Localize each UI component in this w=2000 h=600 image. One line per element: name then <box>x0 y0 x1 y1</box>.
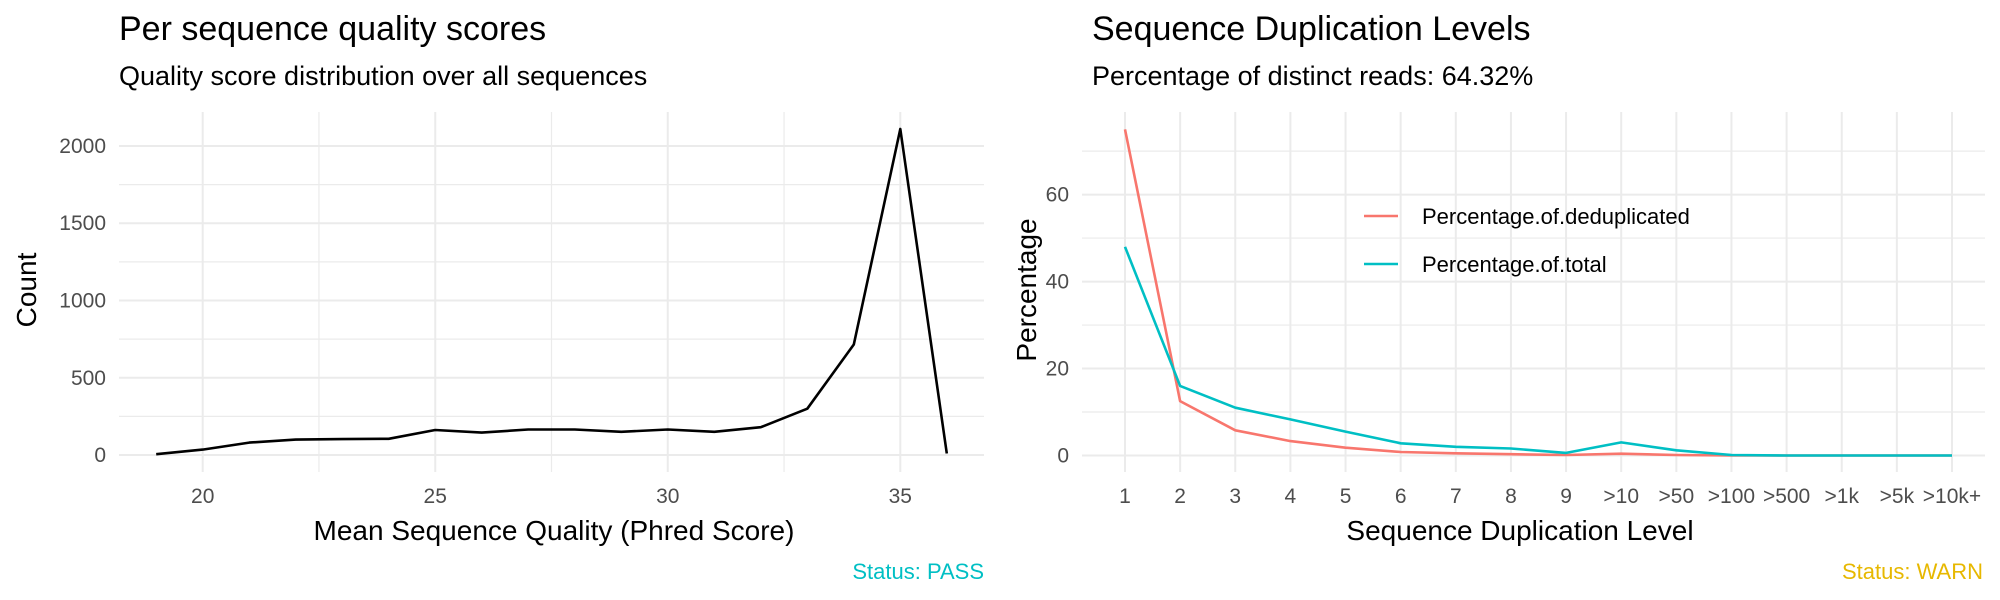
x-tick-label: 5 <box>1340 485 1352 508</box>
y-tick-label: 60 <box>1046 184 1069 207</box>
legend-label: Percentage.of.deduplicated <box>1422 204 1690 229</box>
tick-labels: 20 25 30 35 0 500 1000 1500 2000 <box>59 135 912 508</box>
chart-title: Sequence Duplication Levels <box>1092 10 1531 48</box>
y-tick-label: 0 <box>94 444 106 467</box>
chart-title: Per sequence quality scores <box>119 10 546 48</box>
x-tick-label: 1 <box>1119 485 1131 508</box>
x-tick-label: 7 <box>1450 485 1462 508</box>
plot-grid <box>1082 112 1985 472</box>
quality-scores-panel: Per sequence quality scores Quality scor… <box>11 10 984 584</box>
x-tick-label: >100 <box>1708 485 1755 508</box>
x-tick-label: 20 <box>191 485 214 508</box>
plot-marks <box>1123 129 1952 457</box>
y-tick-label: 20 <box>1046 358 1069 381</box>
tick-labels: 1 2 3 4 5 6 7 8 9 >10 >50 >100 >500 >1k >5k >10k+ 0 20 40 6… <box>1046 184 1982 508</box>
chart-subtitle: Quality score distribution over all sequ… <box>119 61 647 91</box>
x-tick-label: >10 <box>1603 485 1639 508</box>
x-tick-label: 35 <box>889 485 912 508</box>
x-tick-label: >1k <box>1825 485 1860 508</box>
y-axis-title: Percentage <box>1011 218 1042 361</box>
x-tick-label: 9 <box>1560 485 1572 508</box>
status-label: Status: PASS <box>852 559 984 584</box>
y-tick-label: 1000 <box>59 289 106 312</box>
x-tick-label: 6 <box>1395 485 1407 508</box>
series-line-percentage-of-total <box>1123 246 1952 457</box>
plot-marks <box>156 127 949 456</box>
chart-subtitle: Percentage of distinct reads: 64.32% <box>1092 61 1533 91</box>
x-tick-label: 8 <box>1505 485 1517 508</box>
series-line-percentage-of-deduplicated <box>1123 129 1952 457</box>
legend-label: Percentage.of.total <box>1422 252 1607 277</box>
duplication-levels-panel: Sequence Duplication Levels Percentage o… <box>1011 10 1985 584</box>
x-axis-title: Mean Sequence Quality (Phred Score) <box>314 515 795 546</box>
x-tick-label: 3 <box>1229 485 1241 508</box>
x-tick-label: >500 <box>1763 485 1810 508</box>
y-tick-label: 40 <box>1046 271 1069 294</box>
x-tick-label: >10k+ <box>1923 485 1981 508</box>
count-series-line <box>156 127 949 456</box>
plot-grid <box>119 112 984 472</box>
legend: Percentage.of.deduplicated Percentage.of.… <box>1364 204 1690 277</box>
x-axis-title: Sequence Duplication Level <box>1346 515 1693 546</box>
y-tick-label: 500 <box>71 367 106 390</box>
x-tick-label: >5k <box>1880 485 1915 508</box>
x-tick-label: 25 <box>424 485 447 508</box>
y-tick-label: 0 <box>1057 444 1069 467</box>
y-axis-title: Count <box>11 252 42 327</box>
x-tick-label: >50 <box>1659 485 1695 508</box>
x-tick-label: 4 <box>1285 485 1297 508</box>
y-tick-label: 1500 <box>59 212 106 235</box>
status-label: Status: WARN <box>1842 559 1983 584</box>
x-tick-label: 2 <box>1174 485 1186 508</box>
y-tick-label: 2000 <box>59 135 106 158</box>
x-tick-label: 30 <box>656 485 679 508</box>
